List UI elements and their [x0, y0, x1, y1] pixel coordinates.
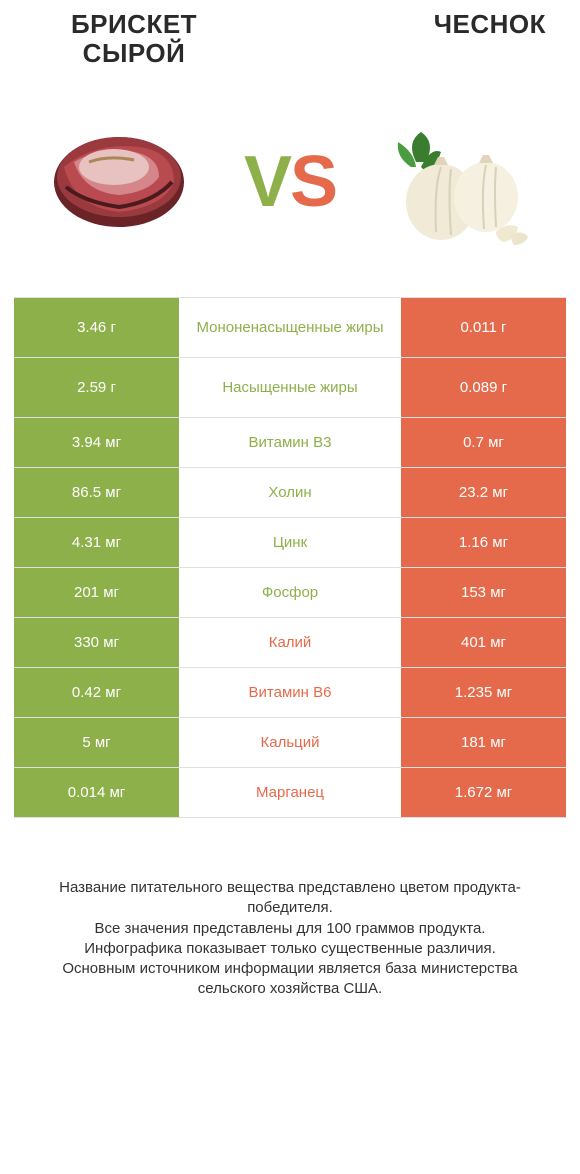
brisket-icon	[44, 127, 194, 237]
table-row: 3.94 мгВитамин B30.7 мг	[14, 418, 566, 468]
right-value: 181 мг	[401, 718, 566, 767]
brisket-image	[44, 107, 194, 257]
infographic-root: БРИСКЕТ СЫРОЙ ЧЕСНОК VS	[0, 0, 580, 1174]
footer-notes: Название питательного вещества представл…	[14, 878, 566, 1000]
table-row: 330 мгКалий401 мг	[14, 618, 566, 668]
nutrient-label: Мононенасыщенные жиры	[179, 298, 401, 357]
title-left-line1: БРИСКЕТ	[71, 9, 197, 39]
right-value: 0.011 г	[401, 298, 566, 357]
left-value: 201 мг	[14, 568, 179, 617]
left-value: 330 мг	[14, 618, 179, 667]
left-value: 5 мг	[14, 718, 179, 767]
right-value: 1.672 мг	[401, 768, 566, 817]
left-value: 86.5 мг	[14, 468, 179, 517]
nutrient-label: Фосфор	[179, 568, 401, 617]
nutrient-label: Кальций	[179, 718, 401, 767]
nutrient-label: Калий	[179, 618, 401, 667]
table-row: 86.5 мгХолин23.2 мг	[14, 468, 566, 518]
right-value: 0.089 г	[401, 358, 566, 417]
nutrient-label: Марганец	[179, 768, 401, 817]
images-row: VS	[14, 77, 566, 297]
left-value: 3.46 г	[14, 298, 179, 357]
nutrient-label: Витамин B3	[179, 418, 401, 467]
vs-s: S	[290, 142, 336, 222]
footer-line1: Название питательного вещества представл…	[32, 878, 548, 919]
table-row: 201 мгФосфор153 мг	[14, 568, 566, 618]
footer-line4: Основным источником информации является …	[32, 959, 548, 1000]
left-value: 0.014 мг	[14, 768, 179, 817]
left-value: 4.31 мг	[14, 518, 179, 567]
table-row: 2.59 гНасыщенные жиры0.089 г	[14, 358, 566, 418]
comparison-table: 3.46 гМононенасыщенные жиры0.011 г2.59 г…	[14, 297, 566, 818]
vs-label: VS	[244, 141, 336, 223]
nutrient-label: Витамин B6	[179, 668, 401, 717]
header: БРИСКЕТ СЫРОЙ ЧЕСНОК	[14, 10, 566, 77]
footer-line2: Все значения представлены для 100 граммо…	[32, 919, 548, 939]
table-row: 0.42 мгВитамин B61.235 мг	[14, 668, 566, 718]
nutrient-label: Цинк	[179, 518, 401, 567]
footer-line3: Инфографика показывает только существенн…	[32, 939, 548, 959]
title-left-line2: СЫРОЙ	[83, 38, 186, 68]
table-row: 4.31 мгЦинк1.16 мг	[14, 518, 566, 568]
vs-v: V	[244, 142, 290, 222]
left-value: 0.42 мг	[14, 668, 179, 717]
title-right: ЧЕСНОК	[346, 10, 546, 39]
table-row: 5 мгКальций181 мг	[14, 718, 566, 768]
left-value: 2.59 г	[14, 358, 179, 417]
nutrient-label: Насыщенные жиры	[179, 358, 401, 417]
table-row: 0.014 мгМарганец1.672 мг	[14, 768, 566, 818]
right-value: 401 мг	[401, 618, 566, 667]
title-left: БРИСКЕТ СЫРОЙ	[34, 10, 234, 67]
garlic-icon	[386, 117, 536, 247]
right-value: 23.2 мг	[401, 468, 566, 517]
right-value: 1.16 мг	[401, 518, 566, 567]
left-value: 3.94 мг	[14, 418, 179, 467]
right-value: 153 мг	[401, 568, 566, 617]
nutrient-label: Холин	[179, 468, 401, 517]
table-row: 3.46 гМононенасыщенные жиры0.011 г	[14, 298, 566, 358]
right-value: 0.7 мг	[401, 418, 566, 467]
right-value: 1.235 мг	[401, 668, 566, 717]
garlic-image	[386, 107, 536, 257]
